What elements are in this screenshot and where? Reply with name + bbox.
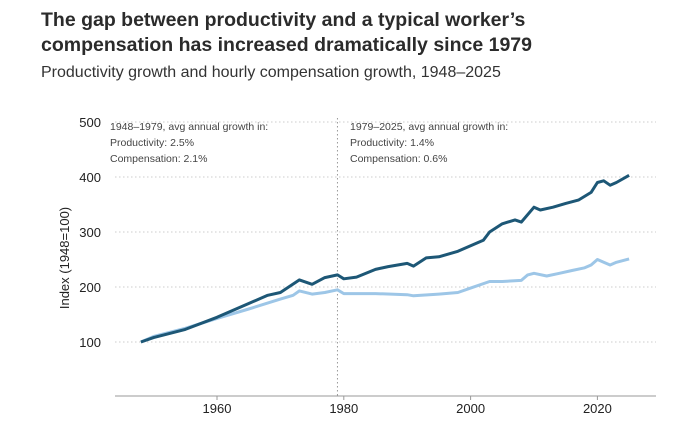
x-tick-label: 1960 bbox=[203, 401, 232, 416]
y-tick-label: 100 bbox=[79, 335, 101, 350]
y-axis-label: Index (1948=100) bbox=[57, 207, 72, 309]
y-tick-label: 500 bbox=[79, 115, 101, 130]
annotation-line: 1948–1979, avg annual growth in: bbox=[110, 121, 268, 133]
compensation-line bbox=[140, 257, 630, 344]
x-tick-label: 1980 bbox=[329, 401, 358, 416]
y-tick-label: 400 bbox=[79, 170, 101, 185]
annotation-line: Compensation: 0.6% bbox=[350, 153, 447, 165]
x-tick-label: 2000 bbox=[456, 401, 485, 416]
y-tick-label: 300 bbox=[79, 225, 101, 240]
annotation-line: Productivity: 2.5% bbox=[110, 137, 194, 149]
productivity-line bbox=[140, 173, 630, 344]
annotation-line: 1979–2025, avg annual growth in: bbox=[350, 121, 508, 133]
chart-title: The gap between productivity and a typic… bbox=[41, 9, 532, 56]
chart-subtitle: Productivity growth and hourly compensat… bbox=[41, 64, 501, 81]
annotation-line: Compensation: 2.1% bbox=[110, 153, 207, 165]
x-tick-label: 2020 bbox=[583, 401, 612, 416]
annotation-line: Productivity: 1.4% bbox=[350, 137, 434, 149]
y-tick-label: 200 bbox=[79, 280, 101, 295]
